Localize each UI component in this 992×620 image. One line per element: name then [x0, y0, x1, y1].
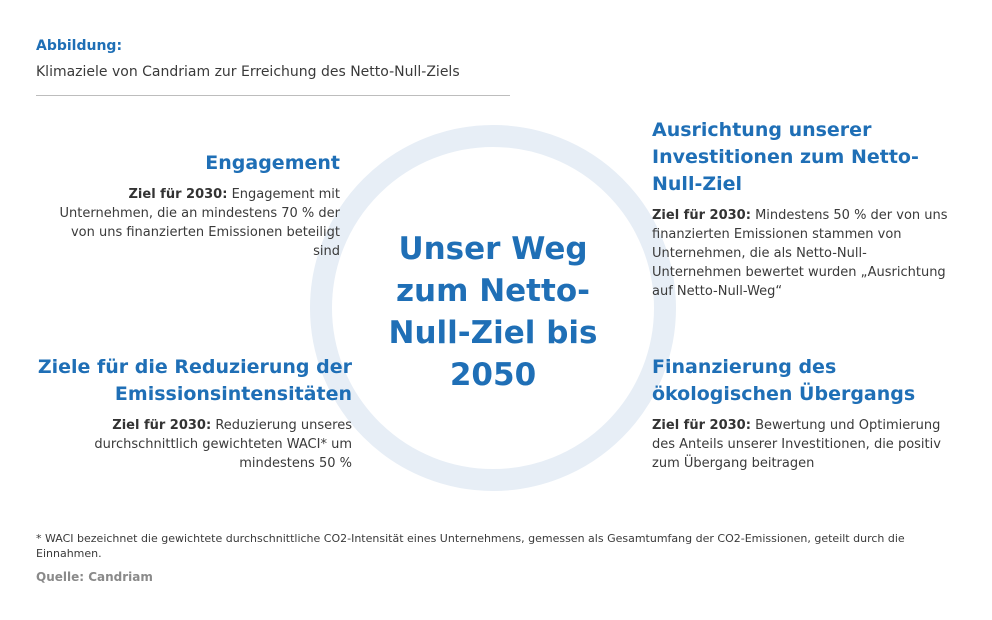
goal-prefix: Ziel für 2030: [128, 187, 228, 202]
goal-body: Ziel für 2030: Mindestens 50 % der von u… [652, 206, 952, 301]
center-title: Unser Weg zum Netto-Null-Ziel bis 2050 [388, 231, 598, 393]
header-divider [36, 95, 510, 96]
goal-block-finanzierung: Finanzierung des ökologischen Übergangs … [652, 354, 952, 473]
goal-block-ausrichtung: Ausrichtung unserer Investitionen zum Ne… [652, 117, 952, 301]
goal-heading: Engagement [205, 152, 340, 174]
goal-text: Engagement mit Unternehmen, die an minde… [59, 187, 340, 259]
goal-block-engagement: Engagement Ziel für 2030: Engagement mit… [40, 150, 340, 261]
goal-heading: Ausrichtung unserer Investitionen zum Ne… [652, 119, 919, 195]
goal-prefix: Ziel für 2030: [652, 418, 751, 433]
source-note: Quelle: Candriam [36, 570, 153, 584]
goal-text: Reduzierung unseres durchschnittlich gew… [94, 418, 352, 471]
goal-text: Mindestens 50 % der von uns finanzierten… [652, 208, 948, 299]
goal-text: Bewertung und Optimierung des Anteils un… [652, 418, 941, 471]
figure-label: Abbildung: [36, 38, 123, 54]
footnote: * WACI bezeichnet die gewichtete durchsc… [36, 532, 905, 560]
goal-body: Ziel für 2030: Bewertung und Optimierung… [652, 416, 952, 473]
goal-body: Ziel für 2030: Reduzierung unseres durch… [30, 416, 352, 473]
goal-body: Ziel für 2030: Engagement mit Unternehme… [40, 185, 340, 261]
figure-title: Klimaziele von Candriam zur Erreichung d… [36, 64, 460, 80]
goal-heading: Ziele für die Reduzierung der Emissionsi… [37, 356, 352, 405]
goal-prefix: Ziel für 2030: [112, 418, 212, 433]
goal-prefix: Ziel für 2030: [652, 208, 751, 223]
goal-heading: Finanzierung des ökologischen Übergangs [652, 356, 916, 405]
goal-block-reduktion: Ziele für die Reduzierung der Emissionsi… [30, 354, 352, 473]
